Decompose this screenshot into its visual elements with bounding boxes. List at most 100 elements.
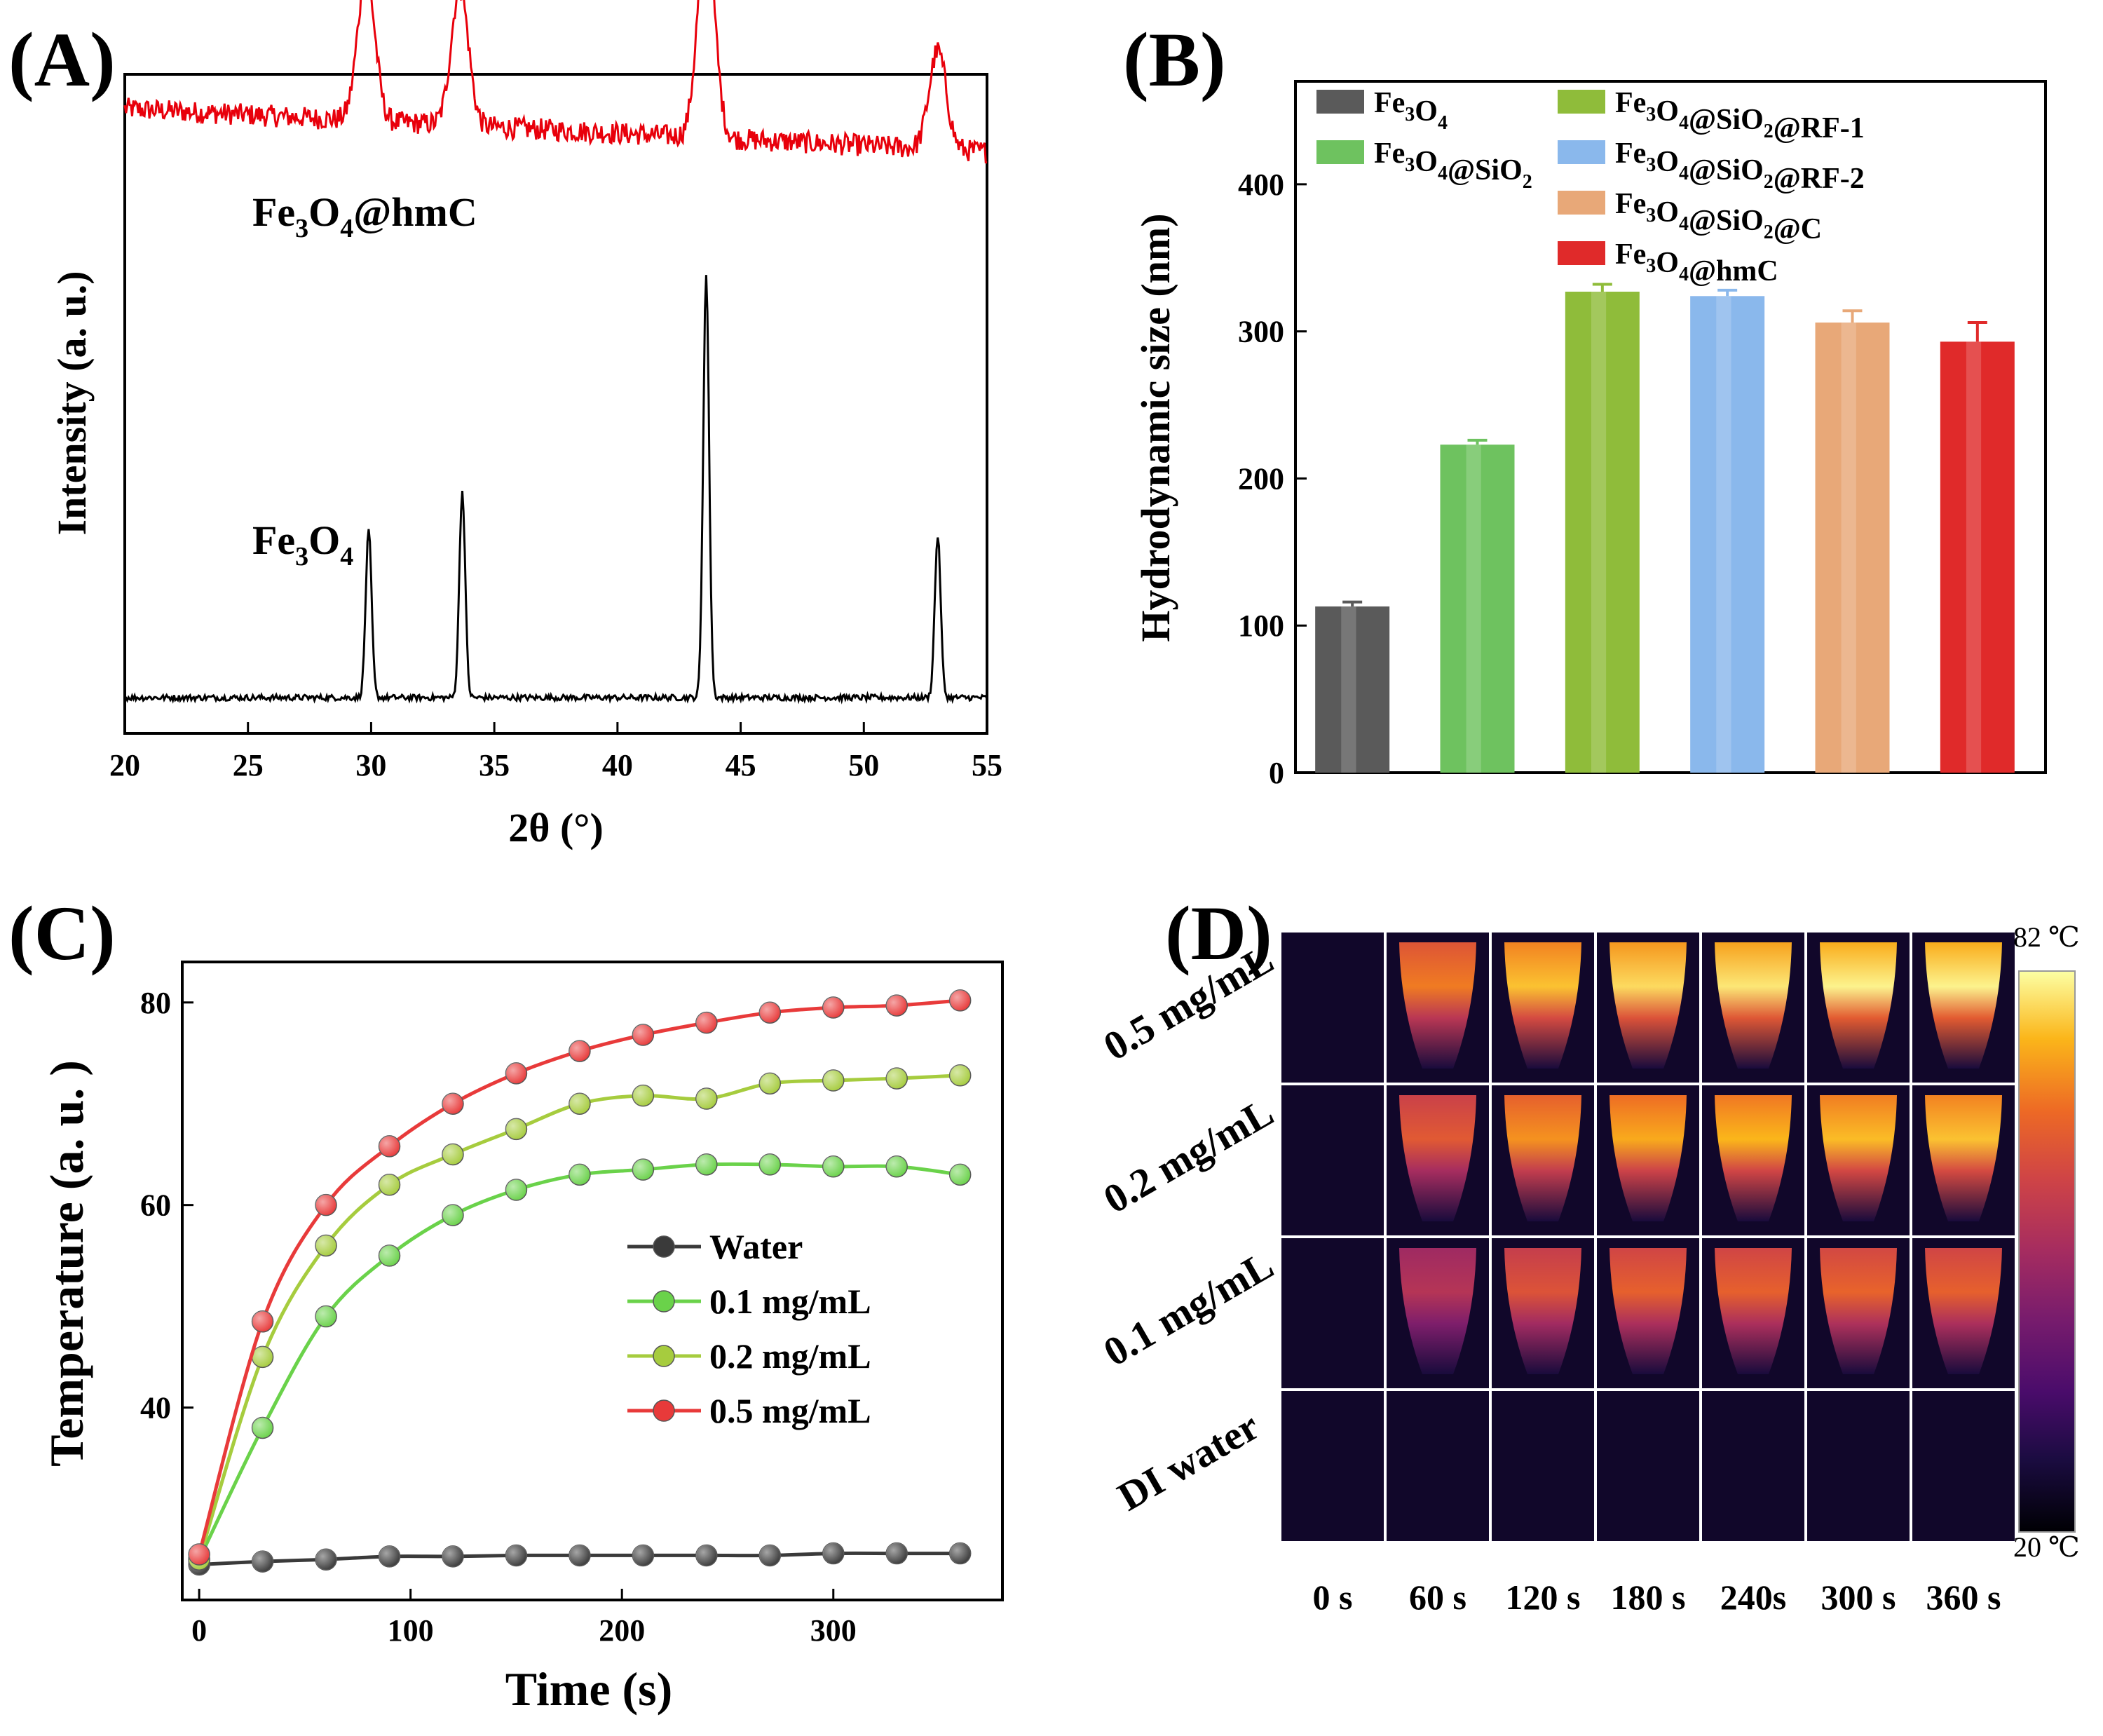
bar-fe3o4-sio2 [1440,445,1515,773]
panel-c-temperature-chart: 0 100 200 300 40 60 80 Water 0.1 mg/mL 0.2 mg/mL… [40,961,1004,1716]
thermal-image-grid [1281,933,2015,1541]
legend-marker-0-2-mg-ml [653,1345,675,1367]
colorbar-min-label: 20 ℃ [2013,1531,2080,1563]
thermal-tube [1609,942,1687,1069]
data-point-highlight [695,1545,717,1566]
data-point-highlight [759,1153,781,1175]
legend-label: Fe3O4@SiO2 [1374,137,1532,193]
panel-c-x-tick-label: 100 [388,1613,434,1648]
legend-swatch [1558,90,1605,114]
panel-a-x-tick-label: 35 [479,748,510,782]
data-point-highlight [886,995,908,1017]
panel-label-d: (D) [1165,890,1272,976]
panel-a-x-tick-label: 55 [972,748,1002,782]
data-point-highlight [505,1062,527,1084]
series-line-fe3o4 [124,275,988,705]
panel-b-y-axis-title: Hydrodynamic size (nm) [1133,213,1178,642]
data-point-highlight [442,1205,463,1226]
data-point-highlight [569,1093,590,1115]
data-point-highlight [759,1073,781,1094]
panel-c-x-axis-title: Time (s) [505,1662,673,1716]
bar-highlight [1716,296,1731,773]
data-point-highlight [949,1064,971,1086]
data-point-highlight [886,1542,908,1564]
panel-c-legend: Water 0.1 mg/mL 0.2 mg/mL 0.5 mg/mL [627,1227,871,1430]
column-label: 180 s [1611,1578,1686,1617]
data-point-highlight [315,1549,337,1571]
panel-a-x-tick-label: 40 [602,748,633,782]
data-point-highlight [569,1164,590,1186]
column-label: 300 s [1821,1578,1896,1617]
panel-a-x-tick-label: 25 [233,748,264,782]
panel-b-y-tick-label: 0 [1269,756,1284,790]
data-point-highlight [379,1545,400,1567]
thermal-tube [1925,942,2002,1069]
data-point-highlight [442,1093,463,1115]
data-point-highlight [632,1024,654,1045]
thermal-tube [1609,1095,1687,1221]
thermal-tube [1504,1248,1581,1374]
thermal-tube [1925,1248,2002,1374]
data-point-highlight [505,1545,527,1566]
panel-label-c: (C) [8,890,116,976]
thermal-cell-bg [1281,1238,1384,1388]
colorbar [2018,970,2076,1533]
data-point-highlight [822,1070,844,1091]
bar-highlight [1341,606,1356,773]
thermal-tube [1609,1248,1687,1374]
thermal-tube [1715,1248,1792,1374]
row-label: 0.2 mg/mL [1096,1089,1281,1222]
data-point-highlight [822,1155,844,1177]
panel-b-y-ticks: 0 100 200 300 400 [1238,168,1307,790]
panel-b-bars [1315,283,2015,773]
panel-a-x-tick-label: 45 [726,748,756,782]
data-point-highlight [632,1159,654,1181]
legend-label: Fe3O4@SiO2@C [1615,188,1822,245]
data-point-highlight [569,1040,590,1062]
panel-a-xrd-chart: 20 25 30 35 40 45 50 55 Fe3O4@hmC Fe3O4 2θ (°) … [49,0,1002,850]
data-point-highlight [505,1179,527,1200]
thermal-cell-bg [1281,1391,1384,1541]
bar-highlight [1591,291,1607,773]
legend-label-water: Water [709,1227,803,1266]
thermal-tube [1399,1248,1476,1374]
data-point-highlight [189,1544,210,1565]
data-point-highlight [569,1545,590,1566]
data-point-highlight [886,1068,908,1090]
thermal-cell-bg [1281,1085,1384,1235]
data-point-highlight [442,1545,463,1567]
panel-c-y-tick-label: 40 [140,1391,171,1425]
legend-marker-0-1-mg-ml [653,1290,675,1313]
panel-b-y-tick-label: 100 [1238,609,1284,643]
series-label-fe3o4: Fe3O4 [252,517,353,571]
data-point-highlight [505,1118,527,1140]
thermal-cell-bg [1807,1391,1910,1541]
panel-a-x-ticks: 20 25 30 35 40 45 50 55 [109,722,1002,782]
legend-label: Fe3O4@SiO2@RF-1 [1615,87,1865,144]
data-point-highlight [379,1135,400,1157]
legend-swatch [1316,140,1364,164]
series-line-0-5-mg-ml [197,998,960,1555]
thermal-tube [1820,1248,1897,1374]
thermal-tube [1399,942,1476,1069]
data-point-highlight [759,1545,781,1566]
thermal-cell-bg [1702,1391,1804,1541]
thermal-tube [1820,942,1897,1069]
panel-a-x-tick-label: 50 [848,748,879,782]
panel-a-x-tick-label: 30 [355,748,386,782]
column-label: 120 s [1506,1578,1581,1617]
panel-label-b: (B) [1123,17,1226,102]
row-label: 0.1 mg/mL [1096,1242,1281,1375]
bar-highlight [1966,341,1982,773]
panel-c-x-tick-label: 300 [810,1613,857,1648]
panel-c-x-tick-label: 200 [599,1613,645,1648]
series-line-fe3o4-hmc [123,0,988,164]
data-point-highlight [632,1545,654,1566]
data-point-highlight [315,1306,337,1327]
column-label: 60 s [1409,1578,1466,1617]
thermal-cell-bg [1387,1391,1489,1541]
panel-c-x-tick-label: 0 [191,1613,207,1648]
